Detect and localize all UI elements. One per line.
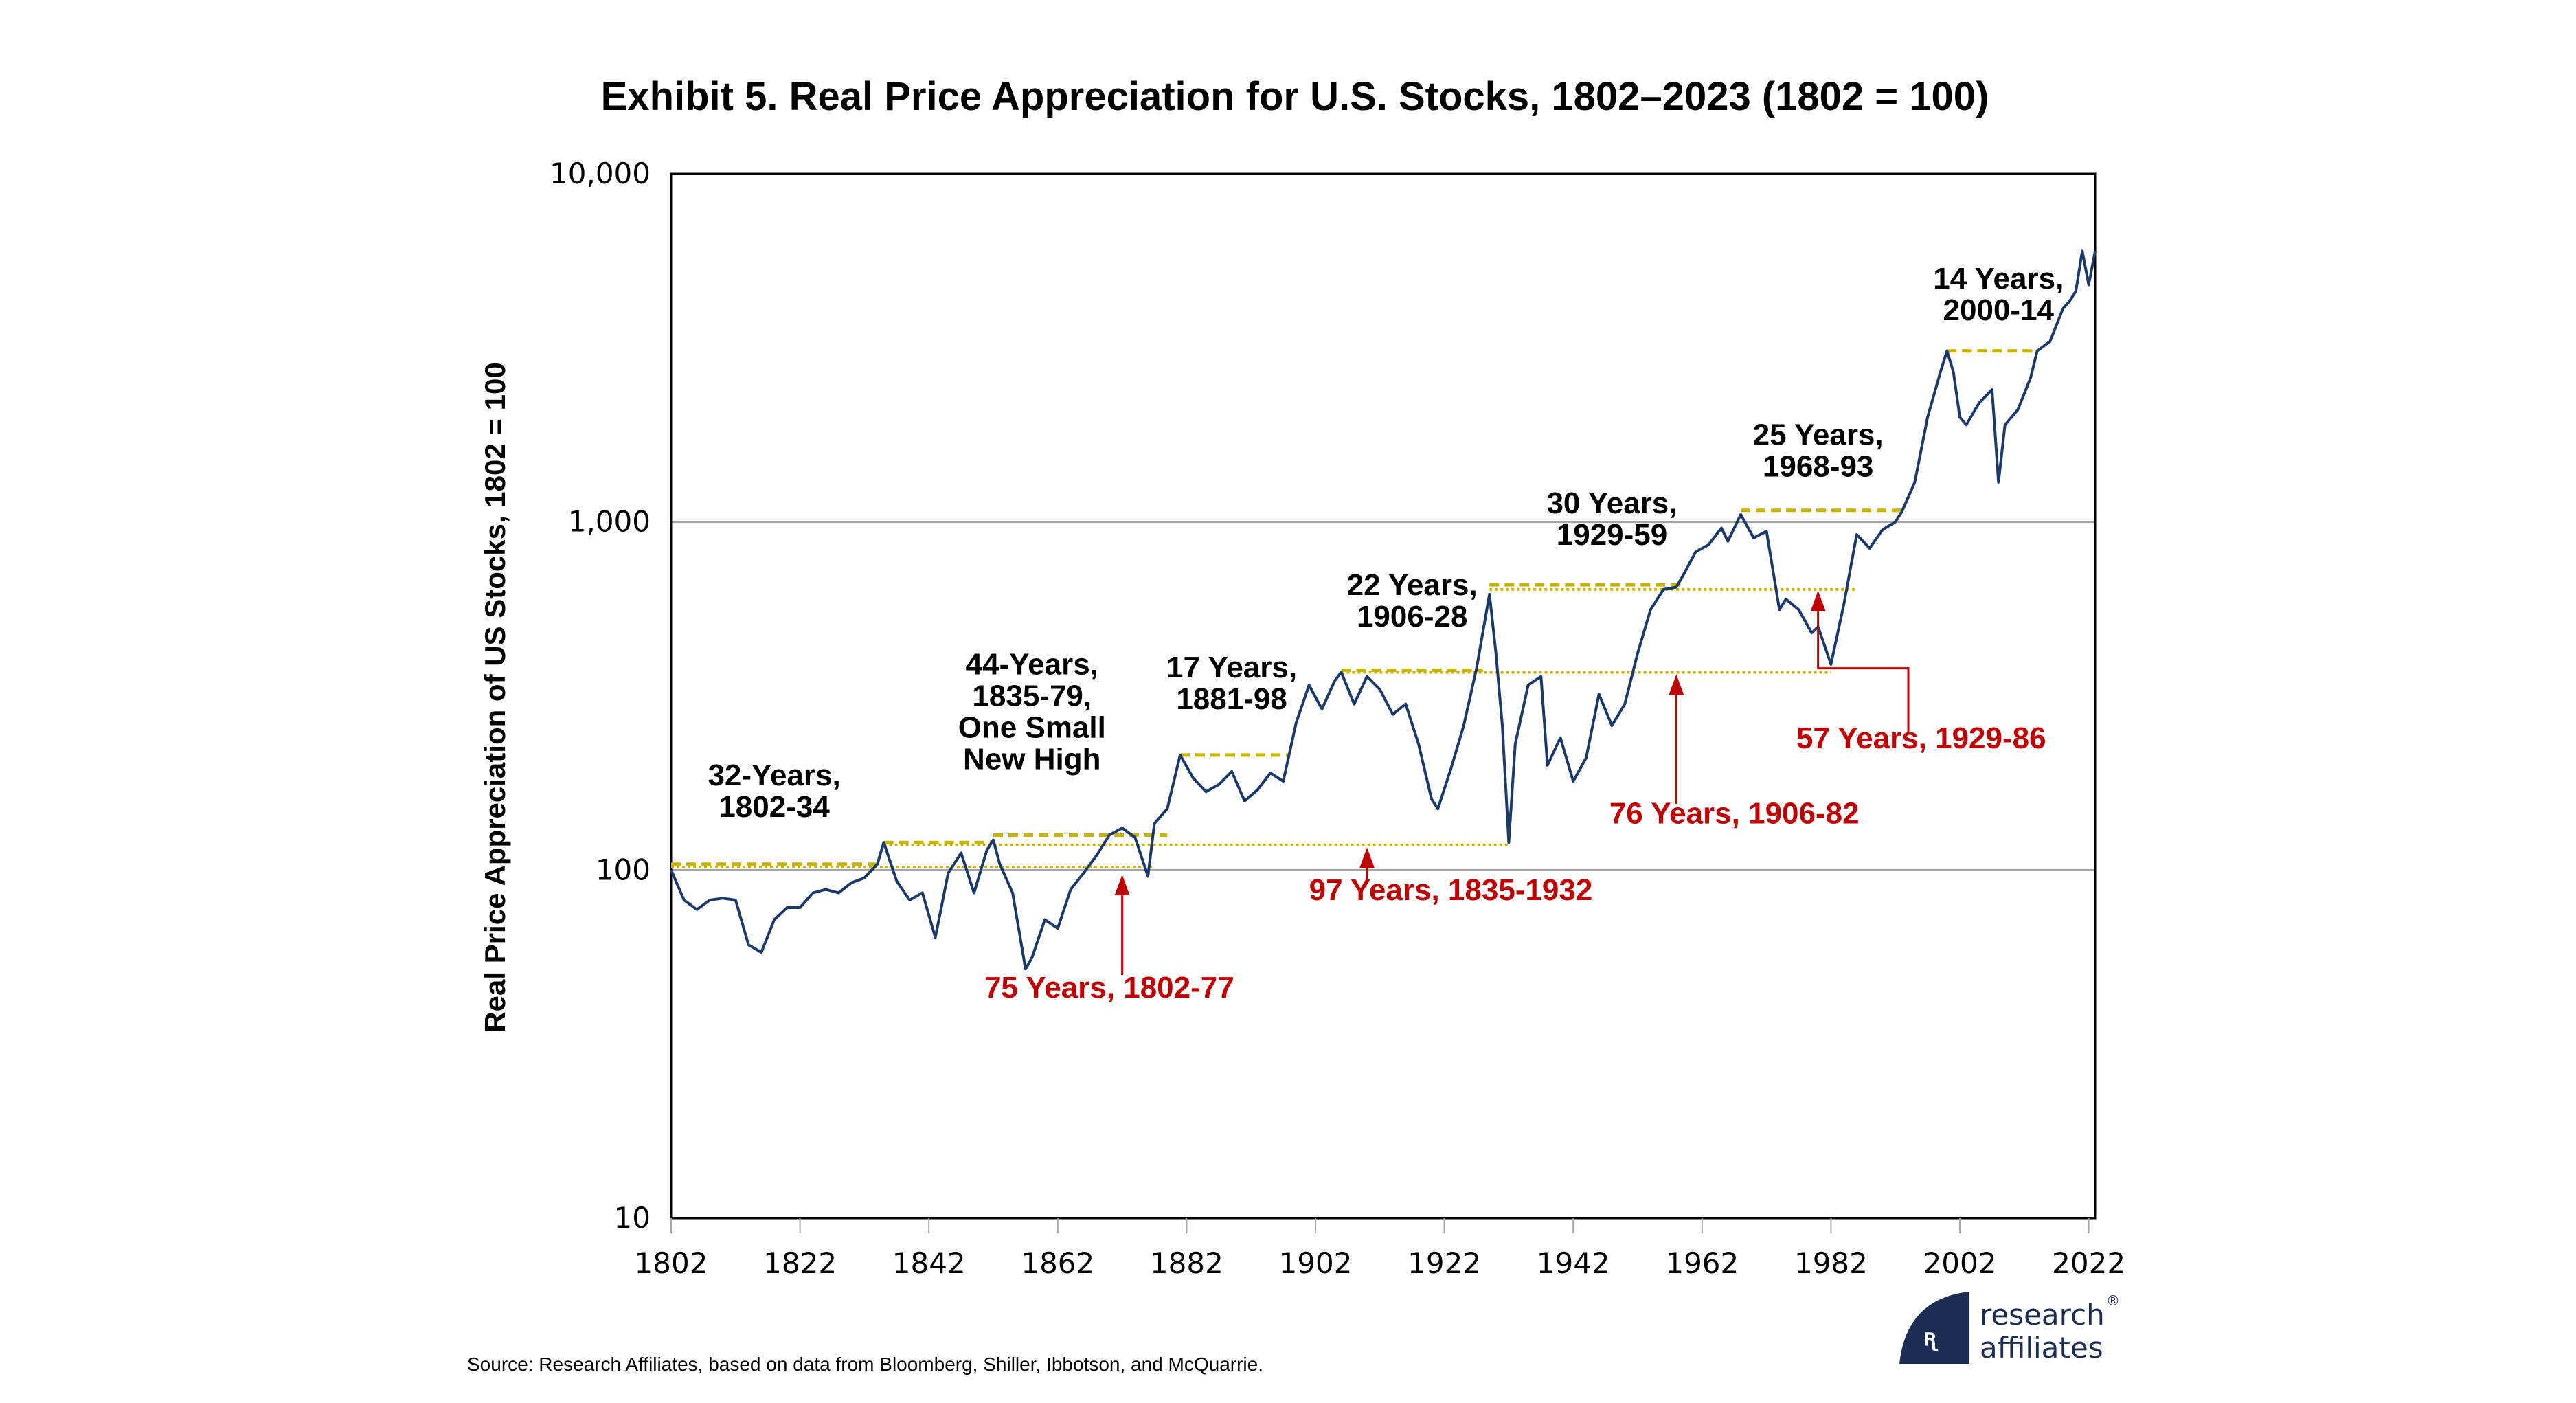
- annotation-arrow-line: [1817, 608, 1910, 735]
- x-tick-label: 1982: [1794, 1246, 1868, 1280]
- recovery-lines: [671, 587, 1857, 868]
- y-tick-labels: 10 100 1,000 10,000: [550, 157, 651, 1235]
- logo-text-affiliates: affiliates: [1980, 1331, 2103, 1365]
- annotation-label: 30 Years,: [1546, 486, 1677, 520]
- x-tick-labels: 1802 1822 1842 1862 1882 1902 1922 1942 1962 1982…: [635, 1218, 2125, 1280]
- annotation-red-label: 76 Years, 1906-82: [1609, 797, 1860, 831]
- y-tick-label: 1,000: [568, 505, 651, 539]
- x-tick-label: 1822: [763, 1246, 837, 1280]
- x-tick-label: 1962: [1665, 1246, 1739, 1280]
- y-axis-label: Real Price Appreciation of US Stocks, 18…: [479, 362, 511, 1032]
- annotation-label: 32-Years,: [708, 759, 840, 792]
- x-tick-label: 2002: [1923, 1246, 1997, 1280]
- series-line-real-price: [670, 249, 2097, 971]
- x-tick-label: 2022: [2052, 1246, 2125, 1280]
- annotations-red: 75 Years, 1802-77 97 Years, 1835-1932 76 Y…: [984, 590, 2046, 1004]
- x-tick-label: 1882: [1150, 1246, 1223, 1280]
- annotation-label: 17 Years,: [1166, 651, 1297, 684]
- annotation-label: 1835-79,: [972, 679, 1092, 712]
- gridlines: [671, 521, 2095, 871]
- annotation-label: 14 Years,: [1933, 262, 2064, 295]
- x-tick-label: 1842: [892, 1246, 966, 1280]
- arrow-up-icon: [1359, 847, 1375, 868]
- annotation-label: 1802-34: [719, 790, 830, 824]
- plot-frame: [670, 172, 2097, 1220]
- annotation-label: One Small: [958, 710, 1106, 744]
- logo-text-research: research: [1980, 1298, 2105, 1332]
- y-tick-label: 100: [596, 853, 651, 886]
- annotation-label: New High: [963, 742, 1100, 776]
- logo-registered-mark: ®: [2106, 1292, 2120, 1309]
- annotation-label: 1881-98: [1176, 682, 1287, 716]
- annotations-black: 32-Years,1802-34 44-Years,1835-79,One Sma…: [708, 262, 2064, 824]
- annotation-label: 1929-59: [1557, 518, 1667, 552]
- chart-title: Exhibit 5. Real Price Appreciation for U…: [601, 74, 1989, 119]
- annotation-label: 1968-93: [1763, 450, 1873, 484]
- x-tick-label: 1802: [635, 1246, 708, 1280]
- annotation-label: 25 Years,: [1753, 418, 1884, 452]
- logo-glyph: ꭆ: [1923, 1324, 1939, 1351]
- x-tick-label: 1942: [1537, 1246, 1610, 1280]
- high-water-lines: [671, 349, 2037, 866]
- arrow-up-icon: [1669, 674, 1684, 695]
- annotation-red-label: 75 Years, 1802-77: [984, 971, 1234, 1004]
- annotation-red-label: 97 Years, 1835-1932: [1309, 873, 1593, 907]
- annotation-label: 2000-14: [1943, 293, 2055, 327]
- x-tick-label: 1922: [1408, 1246, 1481, 1280]
- annotation-red-label: 57 Years, 1929-86: [1796, 721, 2046, 755]
- annotation-label: 44-Years,: [966, 647, 1098, 681]
- annotation-label: 22 Years,: [1347, 568, 1478, 602]
- research-affiliates-logo: ꭆ research affiliates ®: [1899, 1292, 2120, 1365]
- source-note: Source: Research Affiliates, based on da…: [467, 1354, 1263, 1375]
- logo-mark-icon: [1899, 1292, 1969, 1364]
- y-tick-label: 10,000: [550, 157, 651, 190]
- arrow-up-icon: [1114, 875, 1130, 896]
- x-tick-label: 1862: [1021, 1246, 1094, 1280]
- y-tick-label: 10: [614, 1201, 651, 1235]
- arrow-up-icon: [1810, 590, 1826, 611]
- x-tick-label: 1902: [1279, 1246, 1353, 1280]
- annotation-label: 1906-28: [1357, 600, 1467, 633]
